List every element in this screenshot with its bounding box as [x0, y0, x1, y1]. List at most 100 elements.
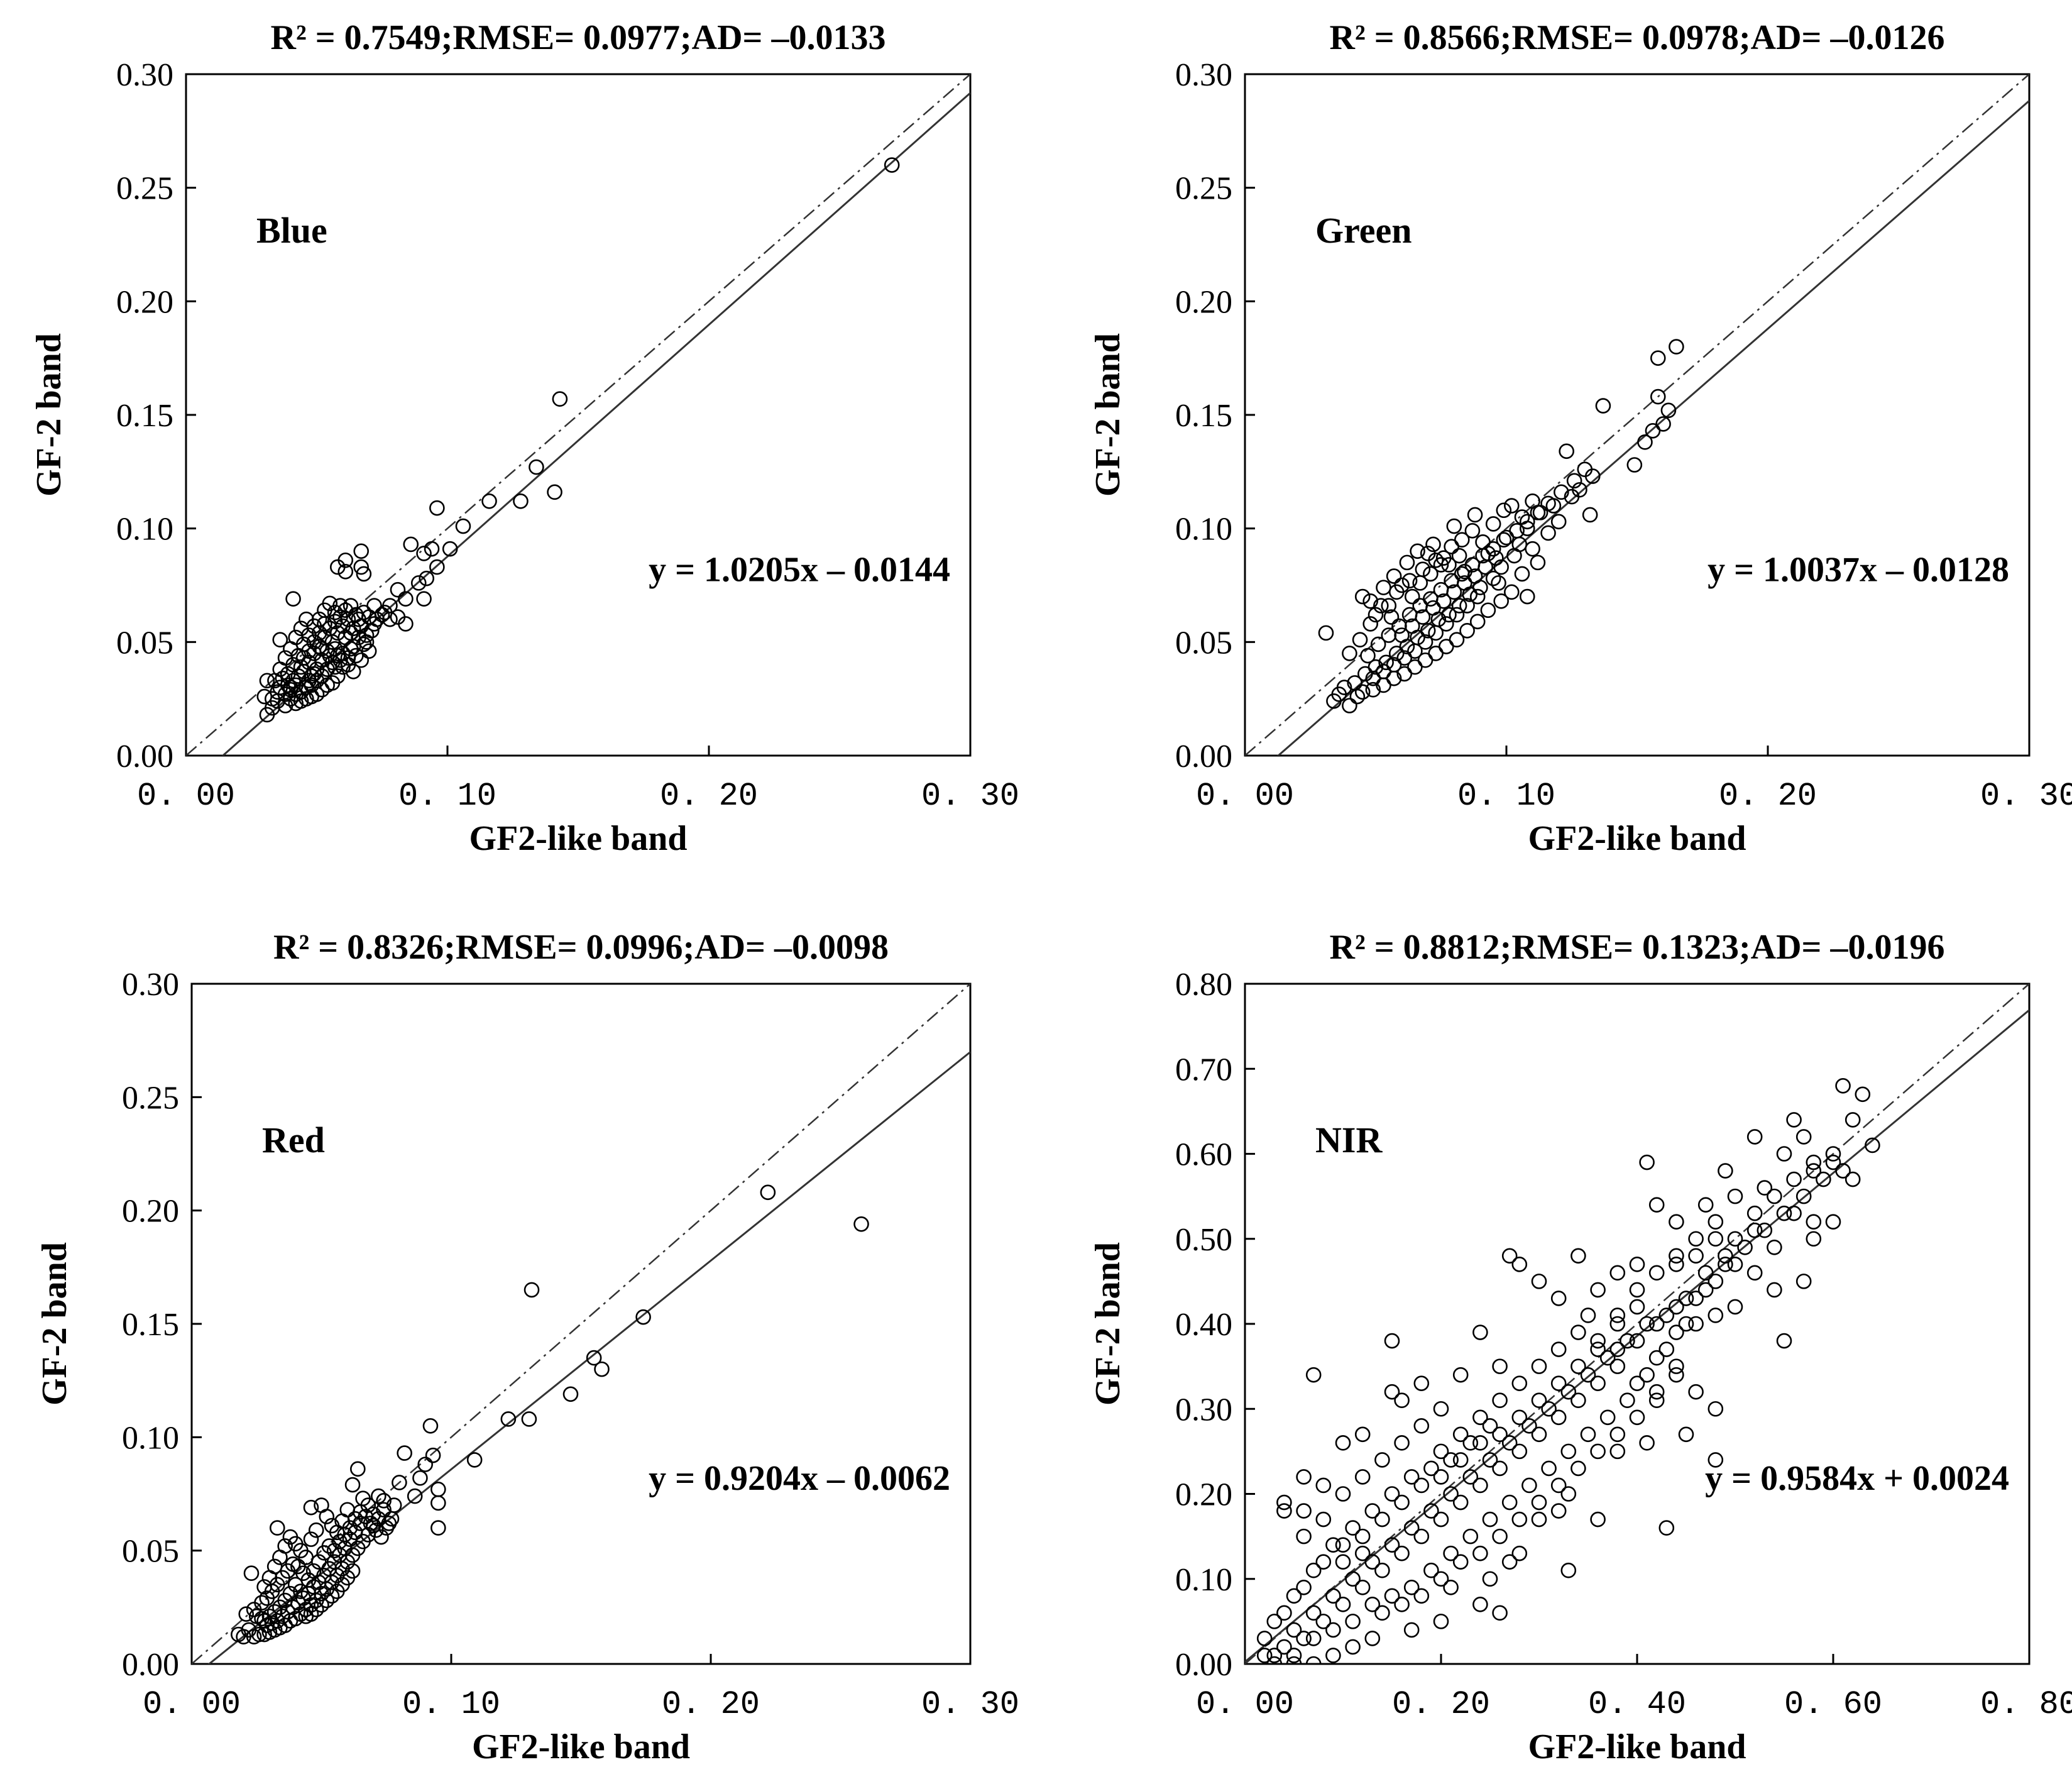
data-point — [412, 1470, 428, 1486]
data-point — [1639, 1435, 1655, 1451]
data-point — [1354, 1469, 1371, 1485]
data-point — [1540, 525, 1556, 541]
data-point — [1501, 1494, 1518, 1511]
regression-line — [1276, 100, 2029, 756]
data-point — [361, 609, 377, 625]
data-point — [383, 1511, 400, 1527]
data-point — [329, 559, 346, 575]
x-tick-label: 0. 80 — [1980, 1686, 2072, 1723]
data-point — [1511, 1257, 1528, 1272]
data-point — [371, 1488, 386, 1504]
y-tick-label: 0.10 — [1175, 512, 1232, 548]
data-point — [1688, 1384, 1704, 1400]
data-point — [1256, 1631, 1273, 1646]
data-point — [1423, 1503, 1439, 1519]
one-to-one-line — [186, 74, 970, 756]
data-point — [1482, 1511, 1498, 1528]
y-tick-label: 0.20 — [1175, 284, 1232, 320]
y-tick-label: 0.05 — [1175, 625, 1232, 661]
data-point — [1504, 498, 1520, 514]
data-point — [1718, 1163, 1733, 1179]
data-point — [1401, 573, 1418, 589]
x-axis-label: GF2-like band — [1528, 1727, 1746, 1766]
data-point — [272, 1599, 288, 1616]
data-point — [1531, 1392, 1547, 1409]
data-point — [326, 1543, 343, 1558]
data-point — [1423, 1562, 1439, 1578]
data-point — [342, 1531, 358, 1547]
data-point — [231, 1626, 246, 1643]
data-point — [1511, 1443, 1528, 1460]
data-point — [1559, 443, 1574, 460]
data-point — [1413, 1477, 1430, 1494]
data-point — [1423, 566, 1439, 582]
data-point — [248, 1608, 265, 1624]
data-point — [1639, 1316, 1655, 1332]
data-point — [1403, 1579, 1420, 1595]
data-point — [314, 652, 330, 668]
data-point — [1305, 1631, 1322, 1646]
y-tick-label: 0.15 — [122, 1307, 179, 1343]
data-point — [1362, 593, 1378, 609]
data-point — [1374, 1511, 1390, 1528]
data-point — [1492, 1460, 1508, 1477]
data-point — [1296, 1469, 1312, 1485]
data-point — [1325, 1588, 1341, 1604]
data-point — [1629, 1299, 1645, 1315]
data-point — [1370, 636, 1386, 652]
data-point — [1501, 1554, 1518, 1570]
data-point — [1360, 647, 1376, 664]
data-point — [1410, 543, 1425, 559]
data-point — [1425, 536, 1441, 553]
data-point — [1364, 1554, 1381, 1570]
data-point — [1795, 1274, 1812, 1289]
y-tick-label: 0.05 — [122, 1534, 179, 1570]
data-point — [1492, 1426, 1508, 1443]
data-point — [1669, 1299, 1684, 1315]
data-point — [319, 1509, 335, 1524]
data-point — [455, 518, 471, 534]
data-point — [1590, 1282, 1606, 1298]
data-point — [293, 620, 309, 636]
data-point — [424, 541, 440, 557]
data-point — [1530, 505, 1546, 520]
data-point — [1364, 1631, 1381, 1646]
data-point — [1786, 1112, 1802, 1128]
data-point — [319, 677, 335, 693]
chart-title: R² = 0.7549;RMSE= 0.0977;AD= –0.0133 — [271, 18, 886, 57]
data-point — [1467, 568, 1483, 584]
data-point — [287, 1577, 304, 1593]
data-point — [1550, 1291, 1567, 1306]
data-point — [1521, 1418, 1537, 1434]
data-point — [1658, 1520, 1675, 1536]
data-point — [1354, 588, 1371, 605]
data-point — [1433, 1614, 1449, 1629]
data-point — [1707, 1231, 1724, 1247]
data-point — [1404, 618, 1420, 634]
data-point — [1345, 1571, 1361, 1587]
data-point — [1373, 598, 1389, 614]
data-point — [1595, 398, 1611, 414]
data-point — [1364, 1597, 1381, 1612]
one-to-one-line — [1245, 74, 2029, 756]
data-point — [1452, 1494, 1469, 1511]
data-point — [422, 1418, 439, 1434]
data-point — [305, 1563, 322, 1579]
data-point — [1485, 570, 1501, 586]
data-point — [1519, 514, 1535, 530]
data-point — [392, 1475, 407, 1490]
data-point — [1439, 616, 1454, 632]
data-point — [1806, 1154, 1822, 1170]
chart-title: R² = 0.8566;RMSE= 0.0978;AD= –0.0126 — [1330, 18, 1945, 57]
data-point — [1609, 1426, 1626, 1443]
x-tick-label: 0. 20 — [660, 778, 758, 815]
data-point — [1435, 593, 1452, 609]
data-point — [1560, 1562, 1577, 1578]
data-point — [1433, 1571, 1449, 1587]
y-axis-label: GF-2 band — [30, 333, 69, 497]
data-point — [1286, 1588, 1302, 1604]
y-tick-label: 0.60 — [1175, 1137, 1232, 1173]
data-point — [285, 591, 301, 607]
data-point — [1570, 1460, 1586, 1477]
data-point — [1496, 502, 1512, 519]
